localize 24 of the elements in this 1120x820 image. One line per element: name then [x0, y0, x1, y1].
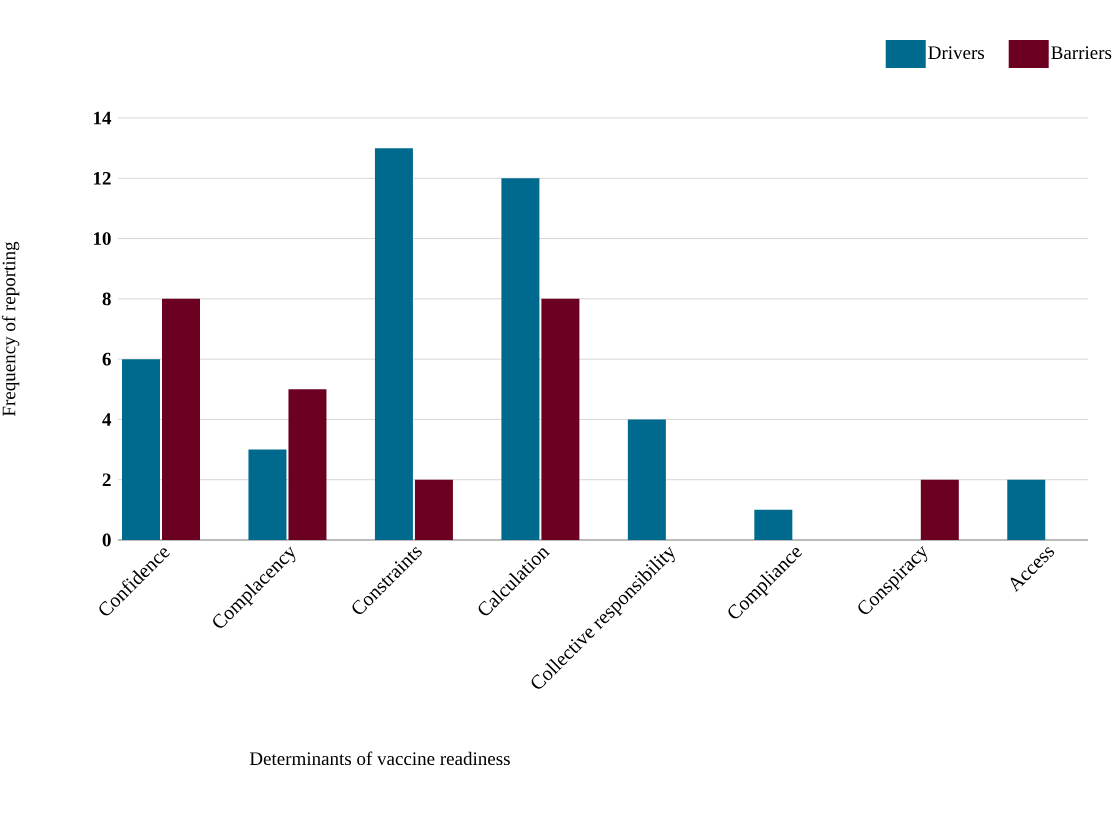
y-tick-label: 10	[93, 232, 111, 245]
bar	[288, 389, 327, 540]
legend-label: Barriers	[1051, 46, 1112, 60]
bar	[414, 479, 453, 540]
y-tick-label: 0	[102, 533, 111, 547]
y-tick-label: 4	[102, 413, 112, 426]
y-axis-title: Frequency of reporting	[1, 241, 20, 417]
y-tick-label: 14	[93, 111, 112, 125]
bar	[754, 509, 793, 540]
bar	[1007, 479, 1046, 540]
y-tick-label: 8	[102, 292, 111, 306]
bar	[122, 359, 160, 540]
legend-label: Drivers	[928, 46, 985, 60]
bar	[374, 148, 413, 540]
bar	[248, 449, 287, 540]
y-tick-label: 6	[102, 352, 111, 366]
bar	[627, 419, 666, 540]
bar	[501, 178, 540, 540]
x-axis-title: Determinants of vaccine readiness	[249, 751, 510, 766]
bar	[162, 298, 200, 540]
bar	[541, 298, 580, 540]
bar	[920, 479, 959, 540]
y-tick-label: 12	[93, 172, 111, 185]
y-tick-label: 2	[102, 473, 111, 486]
